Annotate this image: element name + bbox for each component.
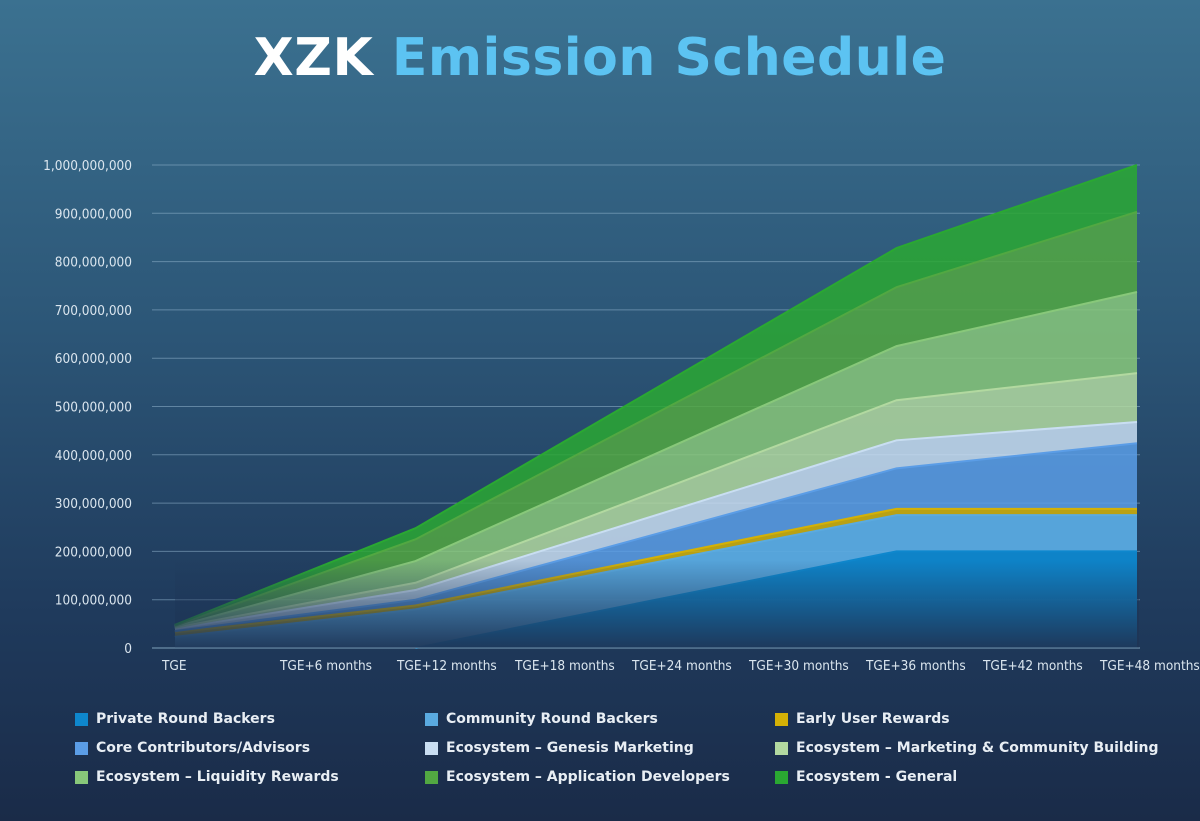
chart-title: XZK Emission Schedule — [0, 28, 1200, 88]
legend-label: Private Round Backers — [96, 711, 275, 727]
legend-item: Core Contributors/Advisors — [75, 738, 425, 758]
title-emission-schedule: Emission Schedule — [391, 28, 947, 88]
legend-swatch — [775, 712, 788, 726]
legend-label: Ecosystem – Liquidity Rewards — [96, 769, 339, 785]
legend-swatch — [75, 741, 88, 755]
legend-item: Ecosystem – Liquidity Rewards — [75, 767, 425, 787]
x-tick-label: TGE+30 months — [748, 658, 849, 674]
legend-item: Ecosystem – Application Developers — [425, 767, 775, 787]
legend-item: Community Round Backers — [425, 709, 775, 729]
legend-item: Ecosystem - General — [775, 767, 1175, 787]
y-tick-label: 100,000,000 — [55, 593, 132, 609]
y-tick-label: 500,000,000 — [55, 400, 132, 416]
stacked-area-chart: 0 100,000,000 200,000,000 300,000,000 400,00… — [43, 158, 1200, 674]
y-tick-label: 1,000,000,000 — [43, 158, 132, 174]
legend: Private Round Backers Community Round Bac… — [75, 709, 1175, 787]
legend-swatch — [425, 712, 438, 726]
title-xzk: XZK — [253, 28, 374, 88]
legend-label: Ecosystem - General — [796, 769, 958, 785]
legend-label: Ecosystem – Marketing & Community Buildi… — [796, 740, 1159, 756]
legend-label: Early User Rewards — [796, 711, 950, 727]
x-tick-label: TGE — [161, 658, 187, 674]
legend-swatch — [75, 770, 88, 784]
legend-item: Private Round Backers — [75, 709, 425, 729]
x-tick-label: TGE+42 months — [982, 658, 1083, 674]
legend-item: Ecosystem – Genesis Marketing — [425, 738, 775, 758]
x-tick-label: TGE+36 months — [865, 658, 966, 674]
x-tick-label: TGE+18 months — [514, 658, 615, 674]
legend-swatch — [775, 741, 788, 755]
y-tick-label: 400,000,000 — [55, 448, 132, 464]
legend-item: Early User Rewards — [775, 709, 1175, 729]
area-8 — [175, 165, 1137, 626]
y-tick-label: 700,000,000 — [55, 303, 132, 319]
x-tick-label: TGE+24 months — [631, 658, 732, 674]
legend-swatch — [425, 741, 438, 755]
area-6 — [175, 292, 1137, 628]
y-tick-label: 300,000,000 — [55, 496, 132, 512]
y-tick-label: 800,000,000 — [55, 255, 132, 271]
y-tick-label: 200,000,000 — [55, 544, 132, 560]
y-tick-label: 900,000,000 — [55, 206, 132, 222]
legend-swatch — [75, 712, 88, 726]
x-tick-label: TGE+48 months — [1099, 658, 1200, 674]
area-4 — [175, 421, 1137, 632]
y-tick-label: 0 — [124, 641, 132, 657]
area-5 — [175, 373, 1137, 629]
x-tick-label: TGE+12 months — [396, 658, 497, 674]
area-3 — [175, 443, 1137, 633]
legend-label: Ecosystem – Genesis Marketing — [446, 740, 694, 756]
x-tick-label: TGE+6 months — [279, 658, 372, 674]
area-7 — [175, 211, 1137, 627]
y-tick-label: 600,000,000 — [55, 351, 132, 367]
legend-label: Ecosystem – Application Developers — [446, 769, 730, 785]
legend-item: Ecosystem – Marketing & Community Buildi… — [775, 738, 1175, 758]
legend-swatch — [425, 770, 438, 784]
legend-label: Core Contributors/Advisors — [96, 740, 311, 756]
legend-swatch — [775, 770, 788, 784]
legend-label: Community Round Backers — [446, 711, 658, 727]
bottom-fade — [175, 560, 1139, 648]
